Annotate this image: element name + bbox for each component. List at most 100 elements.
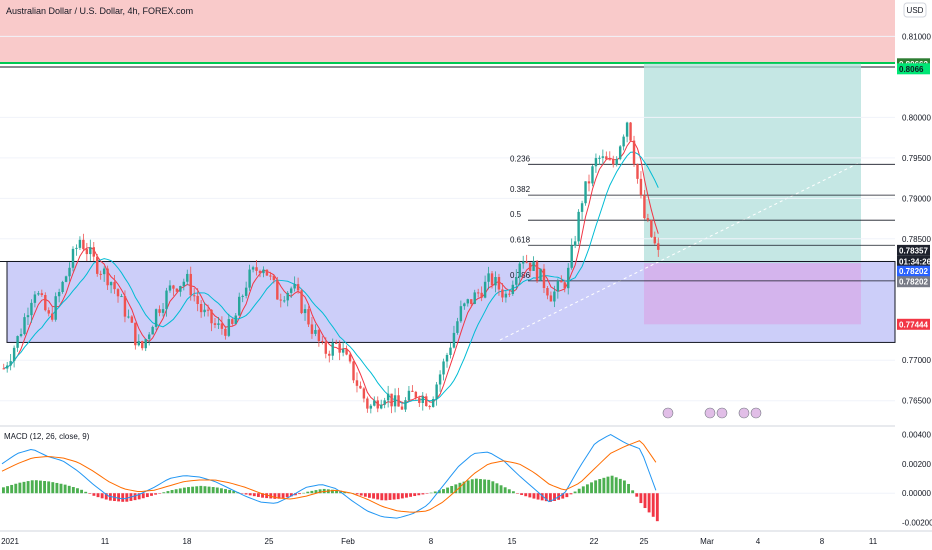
candle [310,316,314,339]
economic-event-icon[interactable] [738,407,750,419]
candle [556,278,560,299]
candle [480,286,483,302]
macd-histogram-bar [437,490,441,494]
candle [366,396,369,413]
macd-histogram-bar [318,489,322,494]
candle [258,269,262,278]
macd-histogram-bar [302,492,306,494]
candle [127,309,130,319]
macd-histogram-bar [335,490,338,494]
macd-histogram-bar [55,482,59,494]
macd-histogram-bar [199,485,203,494]
macd-histogram-bar [417,493,421,496]
candle [601,149,605,164]
candle [463,302,466,310]
candle [123,290,127,323]
time-tick-label: 18 [183,537,192,546]
macd-histogram-bar [104,493,108,500]
candle [352,361,355,384]
candle [231,317,234,326]
candle [23,313,26,336]
time-tick-label: 11 [101,537,110,546]
macd-histogram-bar [10,484,14,494]
candles-layer [2,121,762,419]
candle [251,265,255,273]
candle [134,322,137,350]
macd-histogram-bar [524,493,528,497]
candle [227,313,231,338]
macd-histogram-bar [34,480,38,494]
target-zone [644,63,861,264]
economic-event-icon[interactable] [750,407,762,419]
time-tick-label: 2021 [1,537,19,546]
zones-layer [0,0,896,343]
candle [473,289,476,305]
economic-event-icon[interactable] [704,407,716,419]
macd-histogram-bar [487,479,491,494]
economic-event-icon[interactable] [716,407,728,419]
price-tag: 0.8066 [897,63,930,75]
macd-histogram-bar [203,486,207,494]
macd-histogram-bar [400,493,404,499]
macd-histogram-bar [363,493,367,497]
macd-histogram-bar [507,489,511,494]
candle [483,275,487,299]
candle [553,285,556,308]
economic-event-icon[interactable] [662,407,674,419]
candle [113,274,116,294]
macd-histogram-bar [380,493,384,501]
candle [345,345,348,356]
macd-histogram-bar [639,493,643,504]
macd-histogram-bar [372,493,376,499]
candle [255,259,258,276]
macd-histogram-bar [409,493,413,497]
candle [359,381,362,389]
macd-histogram-bar [240,493,244,494]
candle [307,306,310,328]
macd-histogram-bar [561,493,565,499]
candle [383,397,386,409]
candle [9,353,12,371]
macd-histogram-bar [462,481,466,494]
svg-text:0.78202: 0.78202 [899,267,928,276]
candle [508,290,511,298]
candle [265,269,269,277]
macd-histogram-bar [92,493,96,496]
candle [404,397,407,412]
candle [646,213,650,223]
stop-zone [644,263,861,325]
price-tag: 0.78202 [897,265,930,277]
candle [75,244,78,256]
candle [144,338,147,352]
macd-tick-label: 0.00000 [902,489,931,498]
candle [355,372,359,393]
macd-histogram-bar [47,481,51,494]
currency-button[interactable]: USD [903,2,927,18]
time-tick-label: 8 [820,537,825,546]
candle [2,363,5,370]
svg-text:0.78357: 0.78357 [899,246,928,255]
macd-histogram-bar [59,483,63,494]
macd-histogram-bar [281,493,285,498]
macd-histogram-bar [446,487,450,494]
macd-histogram-bar [166,491,170,494]
candle [16,335,19,352]
macd-histogram-bar [388,493,392,500]
macd-histogram-bar [244,493,248,495]
candle [653,231,657,245]
macd-histogram-bar [261,493,264,498]
candle [161,302,165,317]
candle [369,403,373,414]
macd-histogram-bar [285,493,289,498]
macd-histogram-bar [84,491,88,494]
chart-title: Australian Dollar / U.S. Dollar, 4h, FOR… [6,6,193,16]
macd-histogram-bar [30,480,34,494]
macd-histogram-bar [100,493,104,499]
macd-histogram-bar [614,477,618,494]
macd-histogram-bar [569,493,573,495]
candle [12,345,16,368]
candle [431,396,435,408]
moving-average-fast [3,140,659,407]
candle [85,242,89,262]
